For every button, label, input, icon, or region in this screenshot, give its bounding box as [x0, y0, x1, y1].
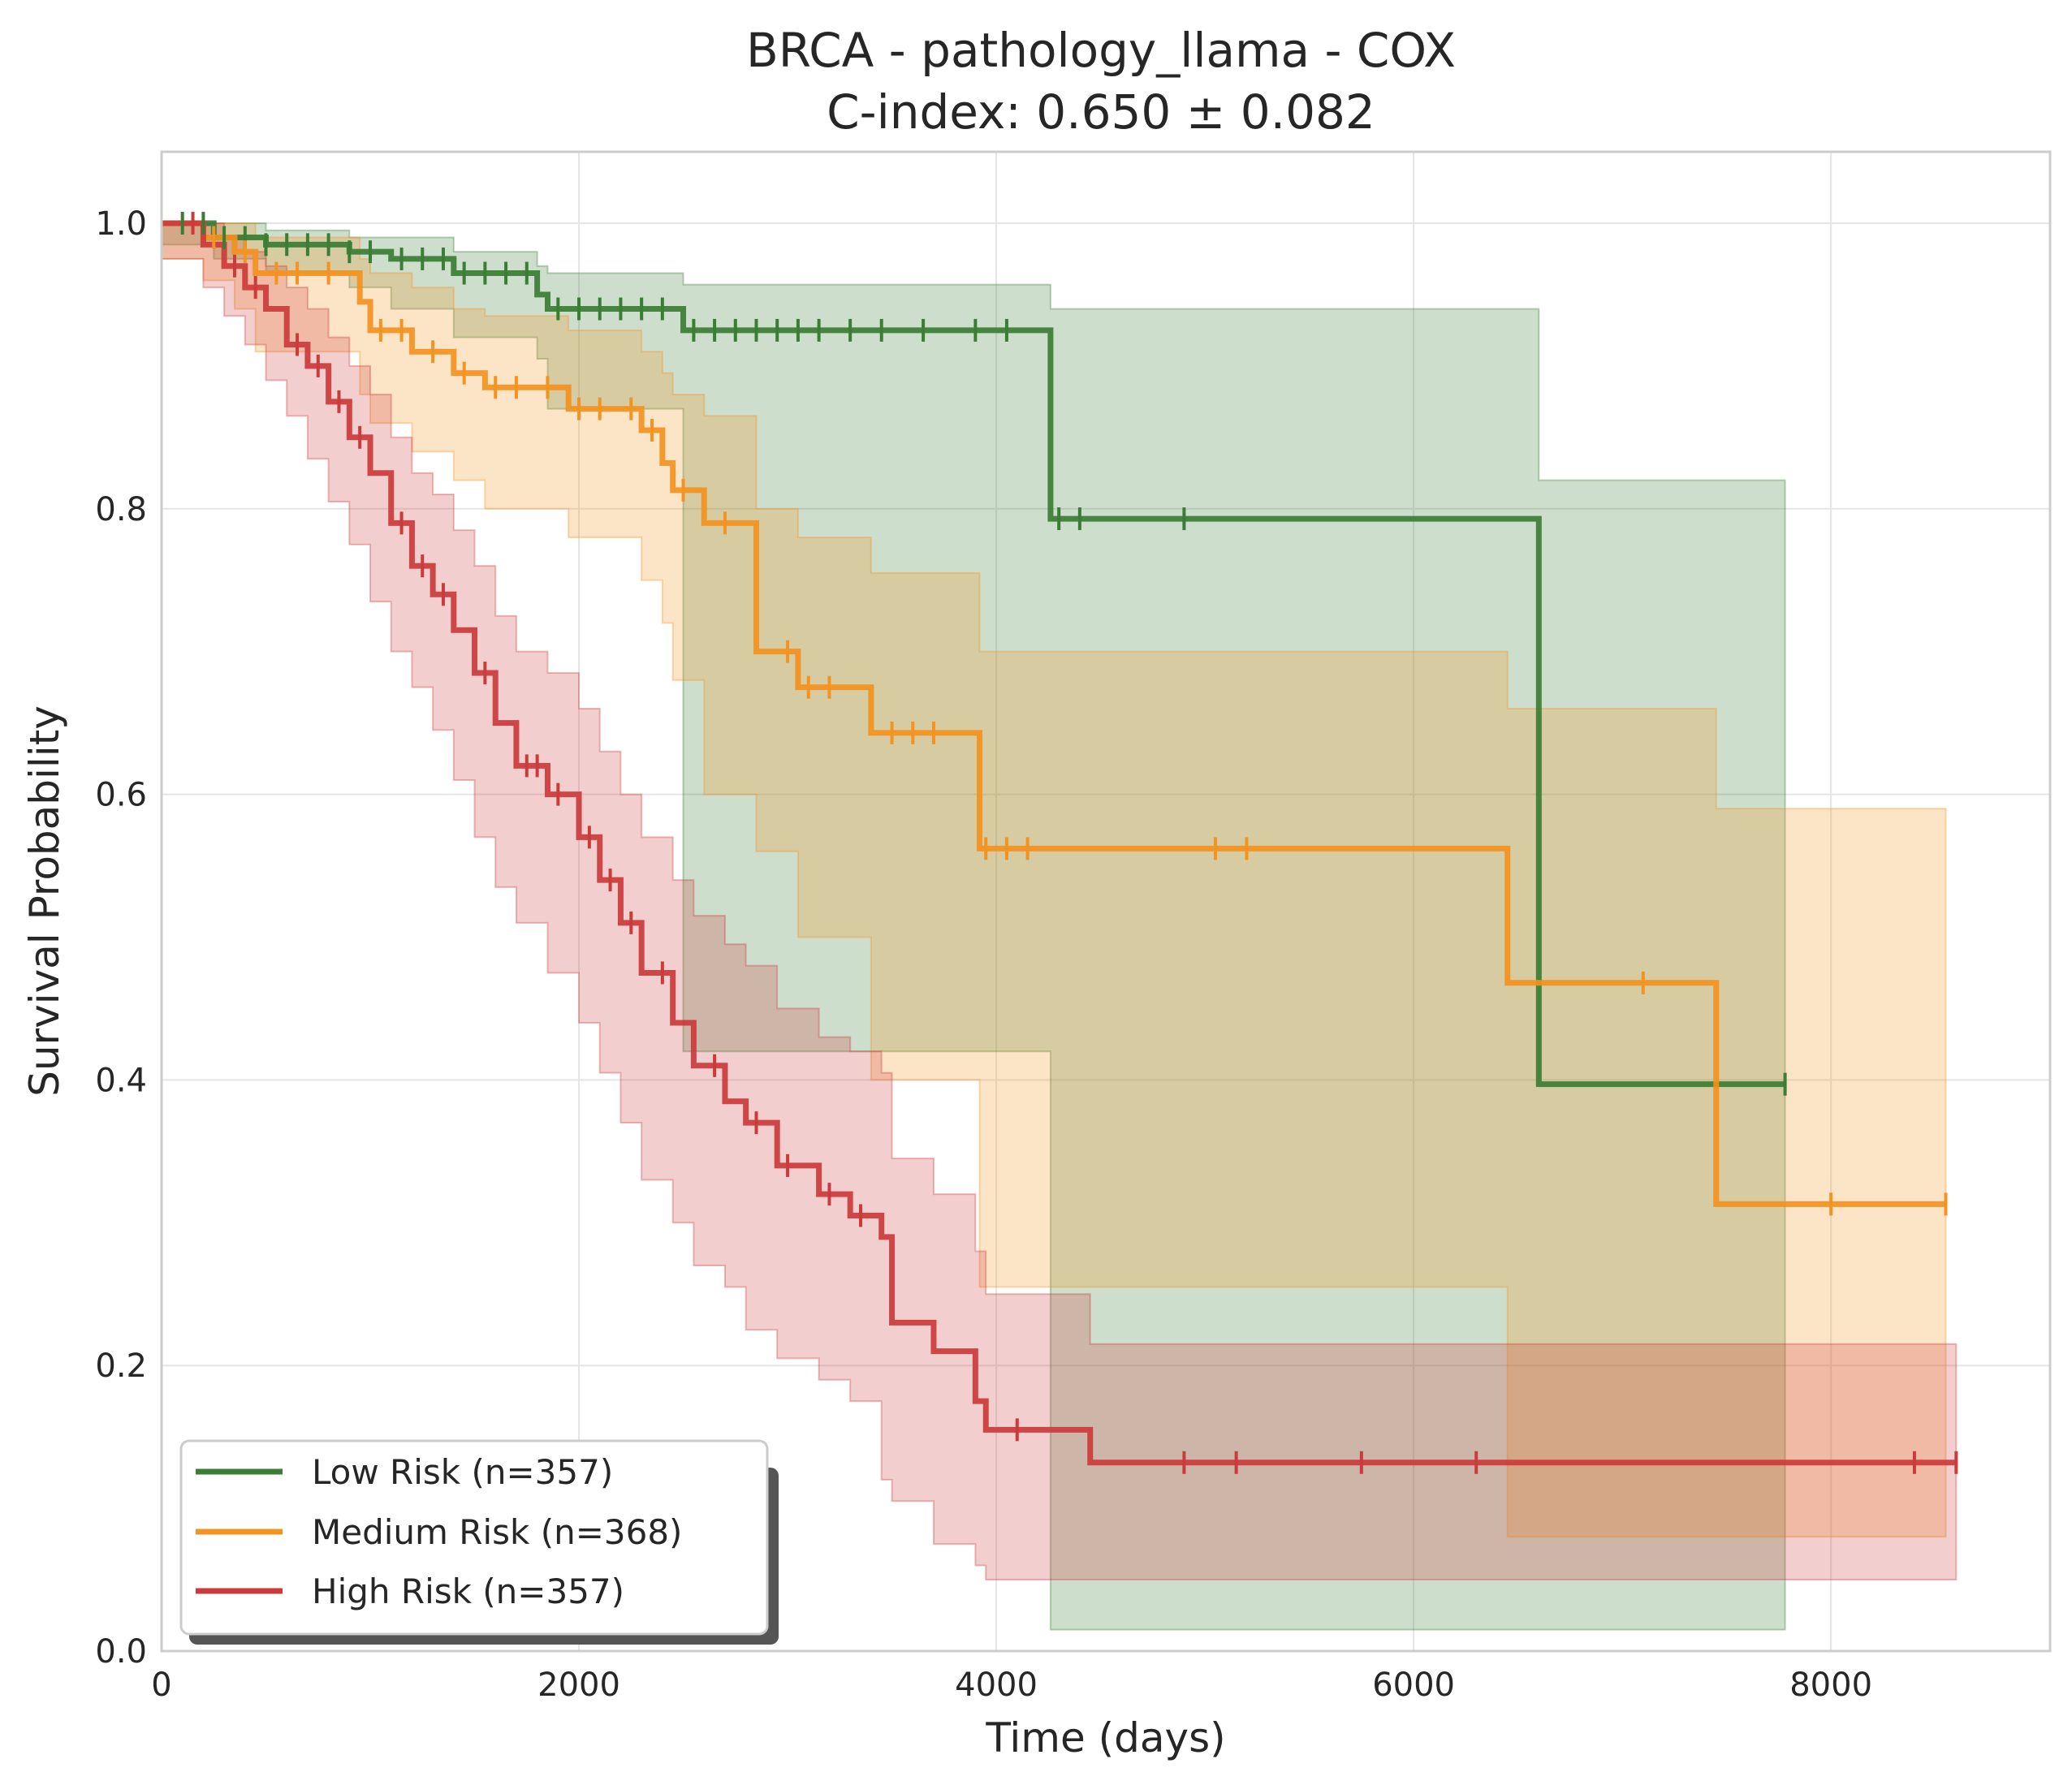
- legend-label-high-risk: High Risk (n=357): [312, 1572, 624, 1611]
- y-tick-label: 1.0: [95, 205, 147, 243]
- grid-lines: [161, 152, 2050, 1652]
- ci-band-medium-risk: [161, 222, 1947, 1538]
- plot-background: [162, 152, 2050, 1651]
- ci-band-low-risk: [161, 222, 1786, 1631]
- legend: Low Risk (n=357) Medium Risk (n=368) Hig…: [179, 1439, 779, 1645]
- legend-label-low-risk: Low Risk (n=357): [312, 1452, 613, 1492]
- y-tick-label: 0.6: [95, 777, 147, 814]
- y-tick-label: 0.4: [95, 1062, 147, 1099]
- x-tick-label: 4000: [955, 1666, 1038, 1704]
- axis-ticks: 0 2000 4000 6000 8000 0.0 0.2 0.4 0.6 0.8 1.0: [95, 205, 1872, 1704]
- y-tick-label: 0.8: [95, 491, 147, 528]
- censor-marks: [180, 211, 1958, 1474]
- y-axis-label: Survival Probability: [21, 705, 68, 1097]
- x-axis-label: Time (days): [985, 1714, 1225, 1761]
- legend-label-medium-risk: Medium Risk (n=368): [312, 1512, 682, 1552]
- legend-box: [179, 1439, 769, 1636]
- ci-band-high-risk: [161, 222, 1958, 1581]
- chart-subtitle: C-index: 0.650 ± 0.082: [827, 84, 1375, 140]
- x-tick-label: 2000: [537, 1666, 620, 1704]
- survival-curve-medium-risk: [162, 220, 1946, 1207]
- x-tick-label: 6000: [1372, 1666, 1455, 1704]
- y-tick-label: 0.0: [95, 1633, 147, 1671]
- x-tick-label: 8000: [1789, 1666, 1872, 1704]
- confidence-bands: [161, 222, 1958, 1631]
- survival-curve-high-risk: [162, 220, 1957, 1466]
- plot-area-frame: [160, 150, 2052, 1653]
- x-tick-label: 0: [151, 1666, 171, 1704]
- y-tick-label: 0.2: [95, 1347, 147, 1385]
- chart-title: BRCA - pathology_llama - COX: [746, 23, 1456, 78]
